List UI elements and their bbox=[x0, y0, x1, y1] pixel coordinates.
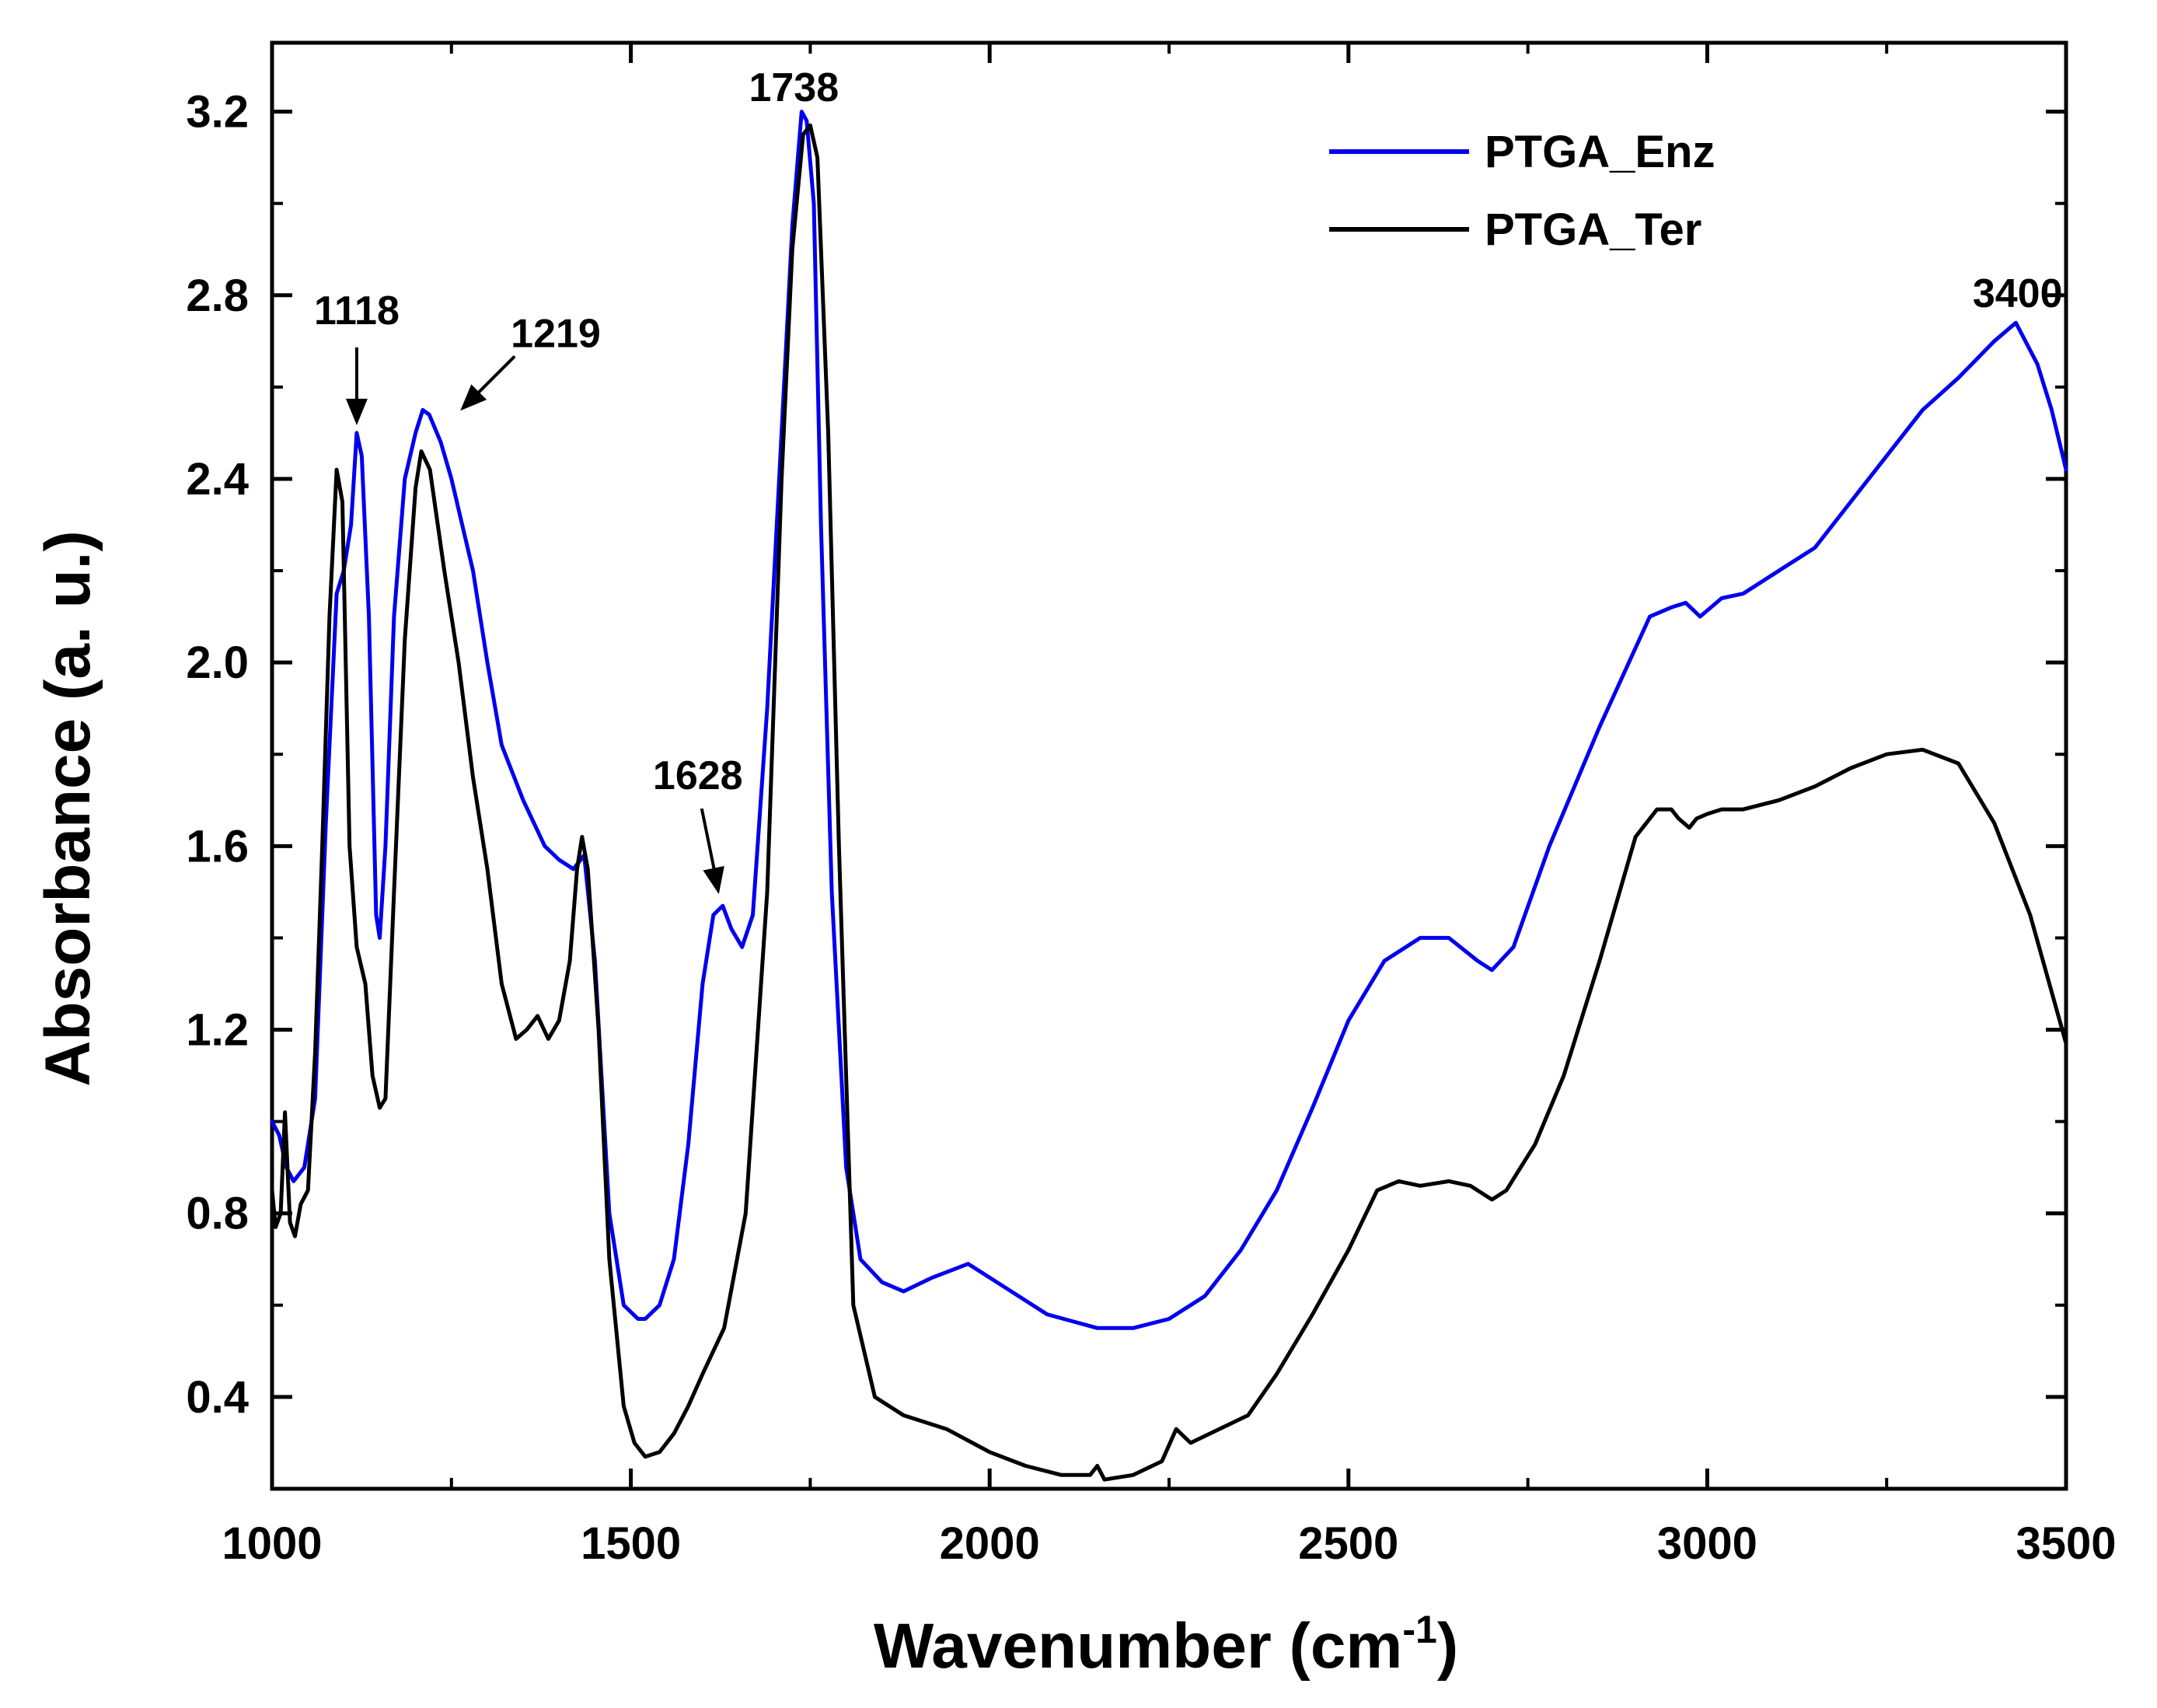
annotation-arrow-head bbox=[703, 866, 724, 895]
annotation-3400: 3400 bbox=[1973, 271, 2063, 316]
annotation-arrow-line bbox=[700, 808, 717, 878]
plot-frame bbox=[270, 40, 2068, 1491]
x-tick-label: 2000 bbox=[940, 1518, 1040, 1569]
annotation-label: 3400 bbox=[1973, 271, 2063, 316]
x-axis-title: Wavenumber (cm-1) bbox=[874, 1608, 1458, 1682]
x-tick-label: 2500 bbox=[1298, 1518, 1398, 1569]
y-tick-label: 0.8 bbox=[186, 1189, 249, 1239]
annotation-label: 1628 bbox=[653, 753, 743, 798]
annotation-arrow-head bbox=[460, 384, 487, 411]
x-axis-title-superscript: -1 bbox=[1402, 1608, 1436, 1651]
y-axis-title: Absorbance (a. u.) bbox=[33, 530, 103, 1086]
y-tick-label: 0.4 bbox=[186, 1372, 249, 1423]
legend-label: PTGA_Ter bbox=[1485, 204, 1702, 255]
legend-label: PTGA_Enz bbox=[1485, 127, 1715, 177]
series-line-ptga-enz bbox=[270, 110, 2068, 1330]
annotation-1118: 1118 bbox=[314, 288, 400, 425]
y-tick-label: 2.8 bbox=[186, 271, 249, 321]
x-axis-title-main: Wavenumber (cm bbox=[874, 1611, 1402, 1682]
y-tick-label: 2.4 bbox=[186, 454, 249, 505]
x-axis-title-close: ) bbox=[1437, 1611, 1458, 1682]
y-tick-label: 2.0 bbox=[186, 637, 249, 688]
y-tick-label: 1.6 bbox=[186, 821, 249, 871]
legend: PTGA_Enz PTGA_Ter bbox=[1329, 127, 1715, 255]
peak-annotations: 1118 1219 1628 1738 3400 bbox=[314, 65, 2063, 895]
legend-item-ptga-enz: PTGA_Enz bbox=[1329, 127, 1715, 177]
x-tick-label: 3000 bbox=[1657, 1518, 1757, 1569]
annotation-1738: 1738 bbox=[749, 65, 839, 110]
annotation-label: 1738 bbox=[749, 65, 839, 110]
data-series bbox=[270, 110, 2068, 1482]
annotation-1628: 1628 bbox=[653, 753, 743, 895]
legend-item-ptga-ter: PTGA_Ter bbox=[1329, 204, 1702, 255]
x-tick-label: 1000 bbox=[222, 1518, 322, 1569]
series-line-ptga-ter bbox=[270, 123, 2068, 1482]
annotation-label: 1219 bbox=[511, 311, 601, 356]
annotation-1219: 1219 bbox=[460, 311, 601, 411]
y-tick-label: 3.2 bbox=[186, 87, 249, 138]
x-tick-label: 1500 bbox=[581, 1518, 681, 1569]
x-tick-label: 3500 bbox=[2016, 1518, 2116, 1569]
axis-ticks: 1000 1500 2000 2500 3000 3500 0.4 0.8 1.2 1.6 2.0 2… bbox=[186, 43, 2117, 1569]
y-tick-label: 1.2 bbox=[186, 1005, 249, 1056]
annotation-arrow-head bbox=[345, 398, 368, 425]
annotation-label: 1118 bbox=[314, 288, 400, 334]
